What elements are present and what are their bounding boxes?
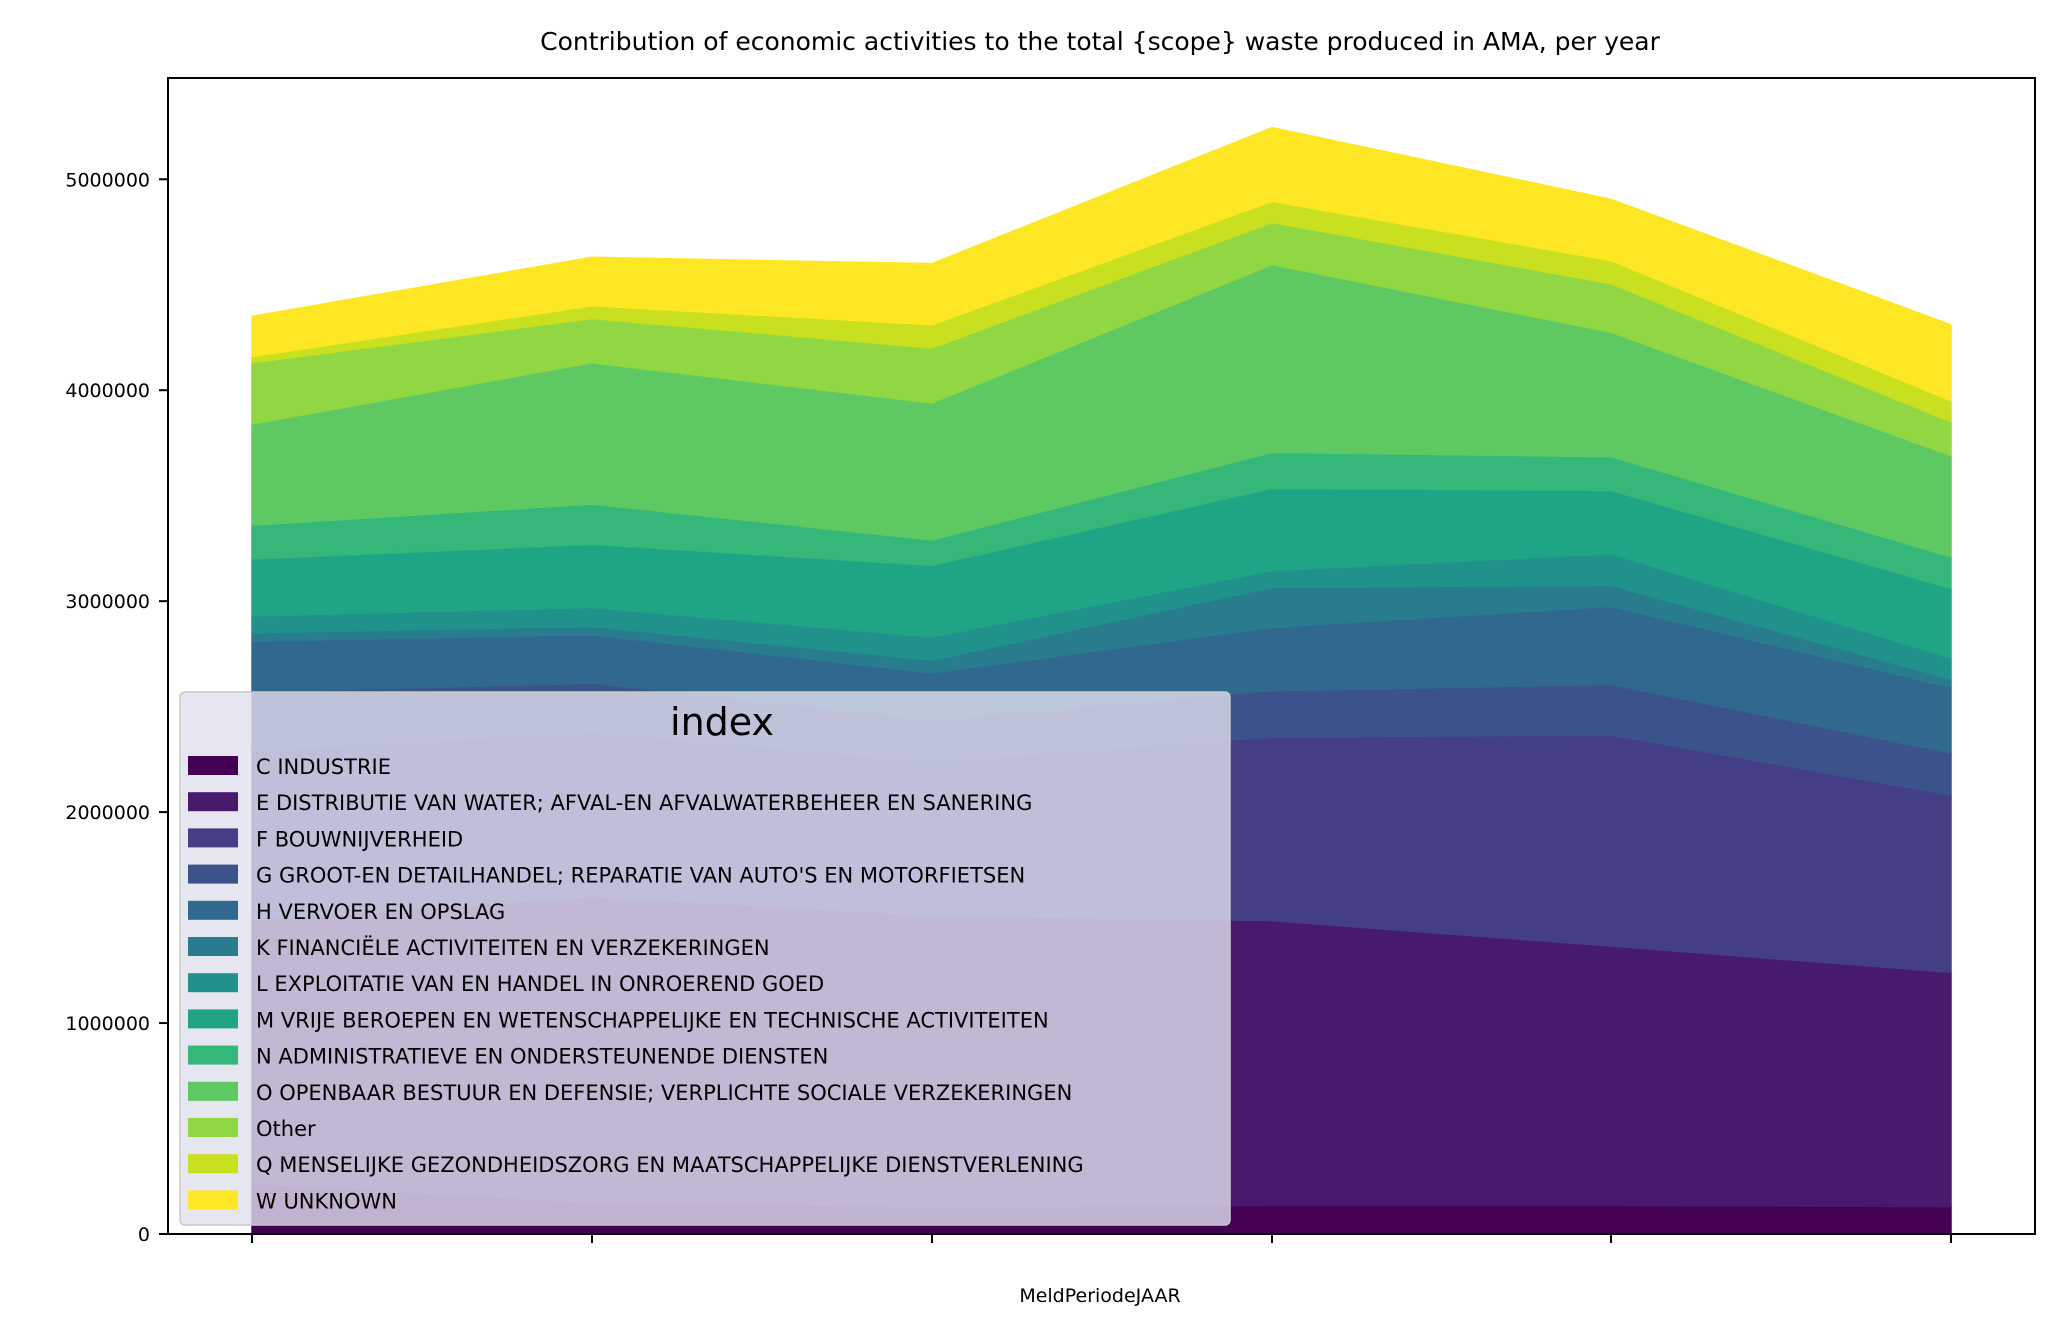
y-tick-label: 1000000 — [65, 1013, 150, 1035]
legend-swatch — [188, 1190, 238, 1210]
legend-box — [179, 691, 1231, 1226]
legend-label: G GROOT-EN DETAILHANDEL; REPARATIE VAN A… — [256, 864, 1025, 888]
legend-label: N ADMINISTRATIEVE EN ONDERSTEUNENDE DIEN… — [256, 1045, 828, 1069]
legend-label: Q MENSELIJKE GEZONDHEIDSZORG EN MAATSCHA… — [256, 1153, 1084, 1177]
legend-swatch — [188, 1118, 238, 1137]
legend-label: F BOUWNIJVERHEID — [256, 827, 463, 851]
legend-swatch — [188, 1154, 238, 1174]
legend-swatch — [188, 937, 238, 956]
legend-label: C INDUSTRIE — [256, 755, 391, 779]
legend-title: index — [670, 700, 774, 744]
legend-swatch — [188, 900, 238, 920]
legend-label: K FINANCIËLE ACTIVITEITEN EN VERZEKERING… — [256, 935, 770, 960]
legend-swatch — [188, 792, 238, 812]
chart-title: Contribution of economic activities to t… — [540, 27, 1660, 56]
area-series-12 — [251, 126, 1952, 402]
y-axis: 0 1000000 2000000 3000000 4000000 5000000 — [65, 169, 168, 1246]
y-tick-label: 4000000 — [65, 380, 150, 402]
legend-label: H VERVOER EN OPSLAG — [256, 900, 505, 924]
legend-swatch — [188, 1009, 238, 1029]
y-tick-label: 3000000 — [65, 591, 150, 613]
legend-label: Other — [256, 1117, 316, 1141]
legend-label: E DISTRIBUTIE VAN WATER; AFVAL-EN AFVALW… — [256, 791, 1032, 815]
y-tick-label: 2000000 — [65, 802, 150, 824]
plot-frame — [167, 77, 2036, 1235]
y-tick-label: 0 — [138, 1224, 150, 1246]
legend-label: O OPENBAAR BESTUUR EN DEFENSIE; VERPLICH… — [256, 1081, 1072, 1105]
legend: index C INDUSTRIE E DISTRIBUTIE VAN WATER… — [179, 691, 1231, 1226]
x-axis — [251, 1234, 1952, 1243]
legend-label: W UNKNOWN — [256, 1189, 397, 1213]
legend-swatch — [188, 756, 238, 775]
legend-swatch — [188, 973, 238, 993]
x-axis-label: MeldPeriodeJAAR — [1019, 1285, 1180, 1307]
legend-items: C INDUSTRIE E DISTRIBUTIE VAN WATER; AFVA… — [188, 755, 1084, 1213]
legend-swatch — [188, 1081, 238, 1101]
legend-swatch — [188, 864, 238, 884]
legend-swatch — [188, 1045, 238, 1065]
legend-label: L EXPLOITATIE VAN EN HANDEL IN ONROEREND… — [256, 972, 824, 996]
y-tick-label: 5000000 — [65, 169, 150, 191]
legend-swatch — [188, 828, 238, 848]
legend-label: M VRIJE BEROEPEN EN WETENSCHAPPELIJKE EN… — [256, 1008, 1049, 1032]
